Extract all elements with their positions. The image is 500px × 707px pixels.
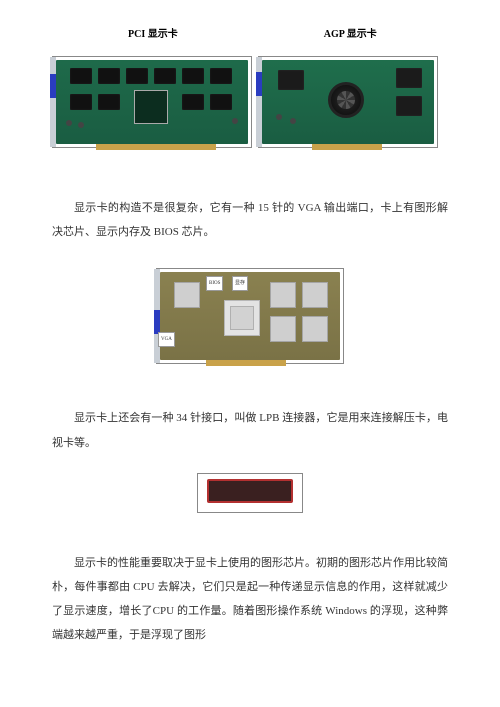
- two-cards-row: [52, 56, 448, 148]
- labeled-card-wrap: BIOS 显存 VGA: [52, 268, 448, 364]
- connector-wrap: [52, 473, 448, 513]
- paragraph-1: 显示卡的构造不是很复杂，它有一种 15 针的 VGA 输出端口，卡上有图形解决芯…: [52, 196, 448, 244]
- paragraph-3: 显示卡的性能重要取决于显卡上使用的图形芯片。初期的图形芯片作用比较简朴，每件事都…: [52, 551, 448, 648]
- pci-label: PCI 显示卡: [128, 24, 178, 46]
- lpb-connector-image: [197, 473, 303, 513]
- card-labels-row: PCI 显示卡 AGP 显示卡: [52, 24, 448, 46]
- paragraph-2: 显示卡上还会有一种 34 针接口，叫做 LPB 连接器，它是用来连接解压卡，电视…: [52, 406, 448, 454]
- agp-card-image: [258, 56, 438, 148]
- agp-label: AGP 显示卡: [324, 24, 377, 46]
- tag-vga: VGA: [158, 332, 175, 347]
- tag-mem: 显存: [232, 276, 248, 291]
- pci-card-image: [52, 56, 252, 148]
- tag-bios: BIOS: [206, 276, 223, 291]
- labeled-card-image: BIOS 显存 VGA: [156, 268, 344, 364]
